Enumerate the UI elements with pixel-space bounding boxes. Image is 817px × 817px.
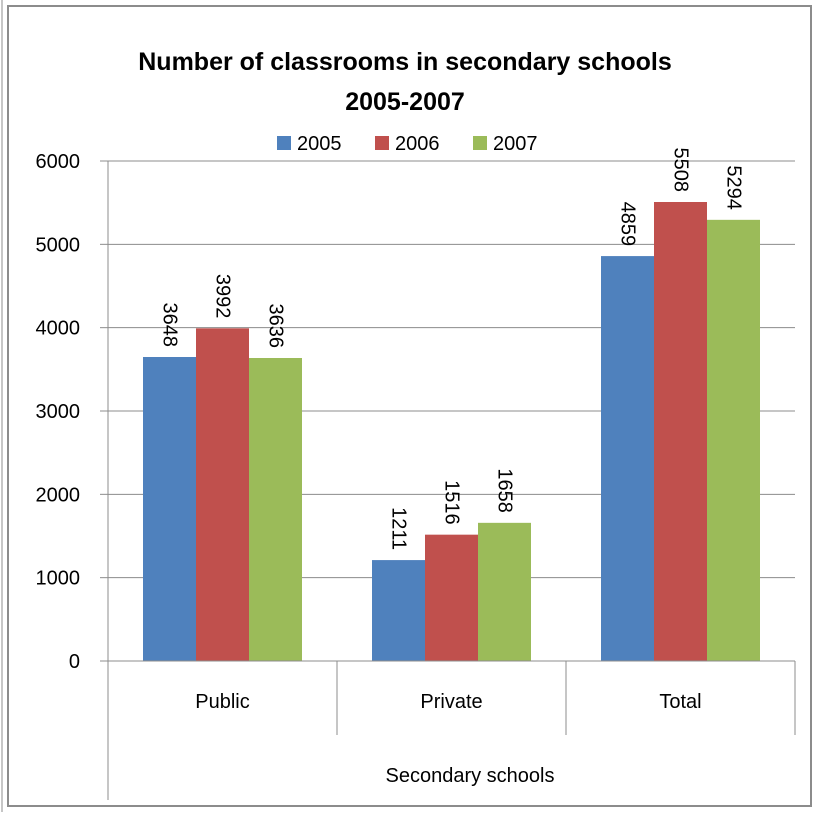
bar-data-labels: 3648 3992 3636 1211 1516 1658 4859 5508 5294 xyxy=(159,148,745,551)
data-label-2005-private: 1211 xyxy=(388,507,410,550)
x-tick-label-private: Private xyxy=(420,691,482,713)
legend-label-2005: 2005 xyxy=(297,133,342,155)
data-label-2006-total: 5508 xyxy=(670,148,692,193)
bar-2006-public xyxy=(196,328,249,661)
chart-title-line-2: 2005-2007 xyxy=(345,88,465,116)
bar-2005-public xyxy=(143,357,196,661)
x-tick-label-total: Total xyxy=(659,691,701,713)
legend: 2005 2006 2007 xyxy=(277,133,538,155)
legend-swatch-2007 xyxy=(473,136,487,150)
data-label-2007-public: 3636 xyxy=(265,304,287,349)
legend-label-2007: 2007 xyxy=(493,133,538,155)
data-label-2006-private: 1516 xyxy=(441,480,463,525)
y-tick-label: 6000 xyxy=(36,151,81,173)
x-tick-label-public: Public xyxy=(195,691,249,713)
bar-2007-public xyxy=(249,358,302,661)
x-axis-ticks: Public Private Total xyxy=(195,661,796,735)
chart-border xyxy=(7,5,812,807)
bars xyxy=(143,202,760,662)
y-axis-ticks: 0 1000 2000 3000 4000 5000 6000 xyxy=(36,151,81,673)
bar-2005-total xyxy=(601,256,654,661)
y-tick-label: 0 xyxy=(69,651,80,673)
axes xyxy=(107,161,795,800)
chart-title-line-1: Number of classrooms in secondary school… xyxy=(138,48,672,76)
bar-2006-private xyxy=(425,534,478,661)
data-label-2006-public: 3992 xyxy=(212,274,234,319)
legend-label-2006: 2006 xyxy=(395,133,440,155)
bar-2005-private xyxy=(372,560,425,661)
legend-swatch-2006 xyxy=(375,136,389,150)
data-label-2005-total: 4859 xyxy=(617,202,639,247)
y-tick-label: 5000 xyxy=(36,234,81,256)
x-axis-label: Secondary schools xyxy=(386,765,555,787)
legend-swatch-2005 xyxy=(277,136,291,150)
data-label-2007-total: 5294 xyxy=(723,165,745,210)
y-tick-label: 4000 xyxy=(36,318,81,340)
y-tick-label: 3000 xyxy=(36,401,81,423)
bar-2007-private xyxy=(478,522,531,661)
data-label-2007-private: 1658 xyxy=(494,468,516,513)
bar-2006-total xyxy=(654,202,707,661)
data-label-2005-public: 3648 xyxy=(159,303,181,348)
bar-2007-total xyxy=(707,219,760,662)
y-tick-label: 2000 xyxy=(36,484,81,506)
y-tick-label: 1000 xyxy=(36,568,81,590)
